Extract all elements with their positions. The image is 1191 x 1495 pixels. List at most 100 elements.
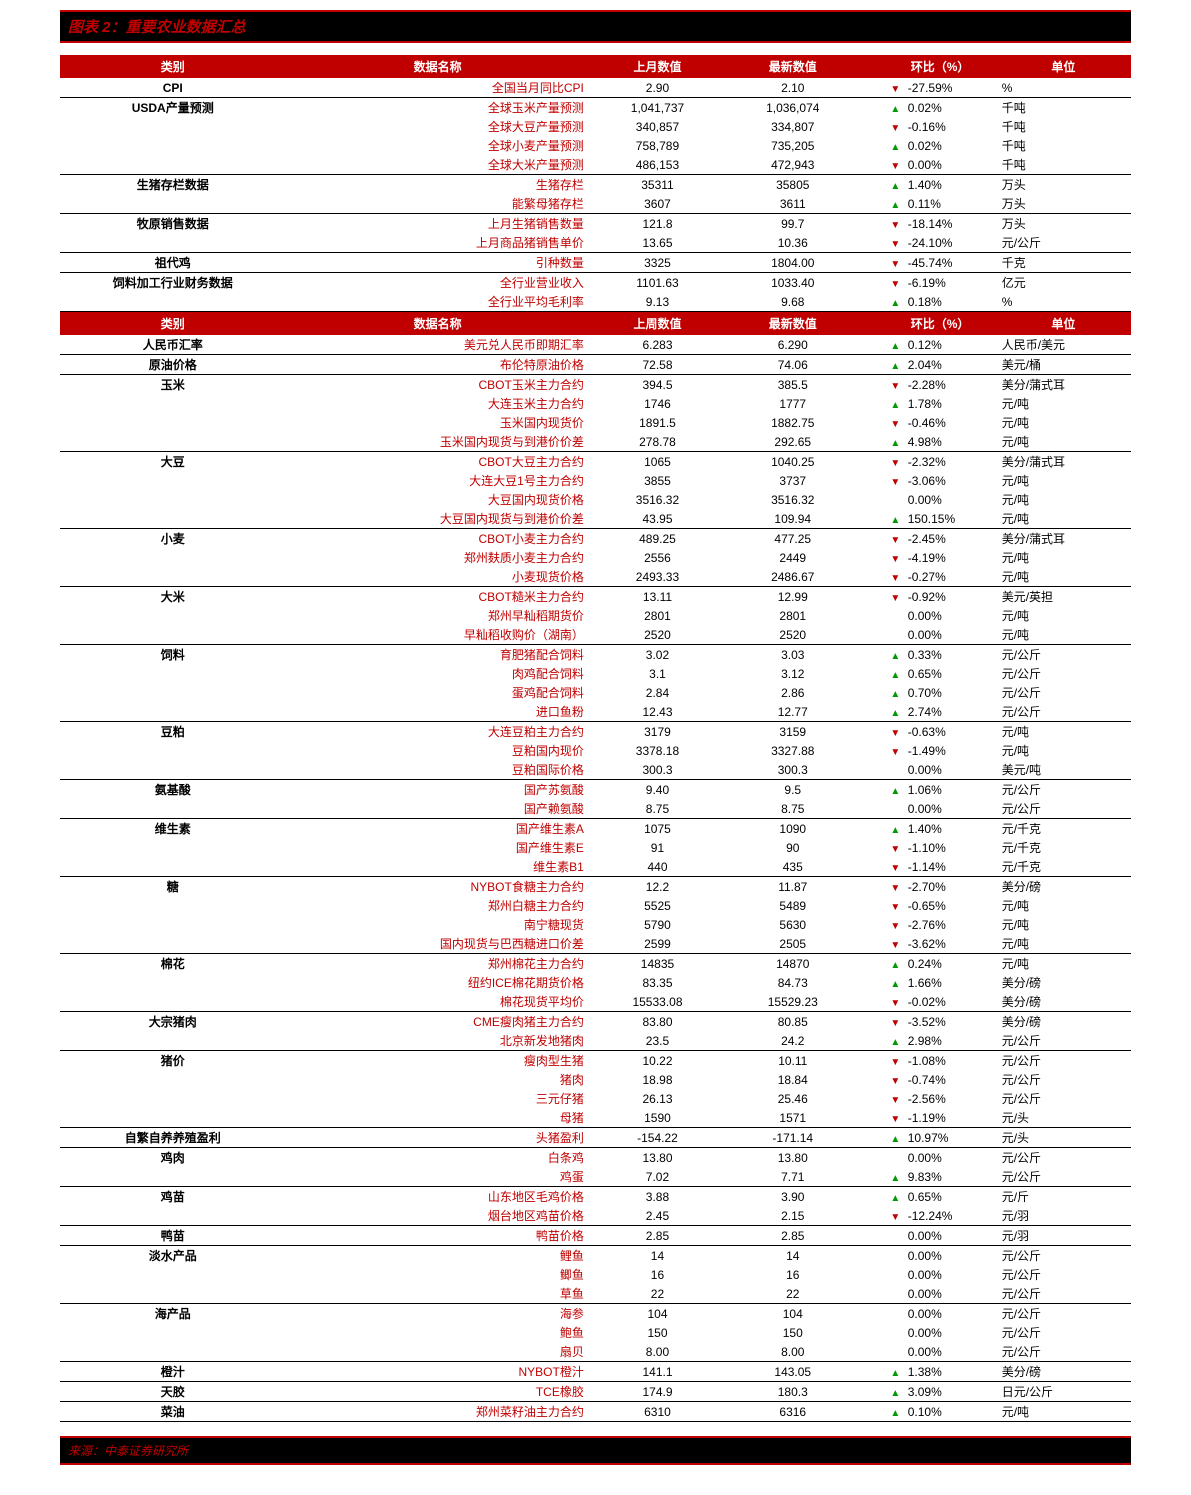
cell-new: 385.5 bbox=[725, 375, 860, 395]
cell-chg: ▲ 9.83% bbox=[860, 1167, 995, 1187]
cell-category: 人民币汇率 bbox=[60, 335, 285, 355]
table-row: 南宁糖现货57905630▼ -2.76%元/吨 bbox=[60, 915, 1131, 934]
cell-chg: 0.00% bbox=[860, 760, 995, 780]
cell-dataname: 头猪盈利 bbox=[285, 1128, 589, 1148]
table-row: 鸡肉白条鸡13.8013.80 0.00%元/公斤 bbox=[60, 1148, 1131, 1168]
cell-unit: 元/吨 bbox=[996, 509, 1131, 529]
triangle-down-icon: ▼ bbox=[890, 239, 904, 250]
table-row: 鸭苗鸭苗价格2.852.85 0.00%元/羽 bbox=[60, 1226, 1131, 1246]
cell-chg: ▲ 2.98% bbox=[860, 1031, 995, 1051]
cell-unit: 元/吨 bbox=[996, 896, 1131, 915]
cell-dataname: 鸡蛋 bbox=[285, 1167, 589, 1187]
cell-chg: ▲ 0.65% bbox=[860, 664, 995, 683]
cell-category: 祖代鸡 bbox=[60, 253, 285, 273]
cell-dataname: CBOT小麦主力合约 bbox=[285, 529, 589, 549]
cell-chg: 0.00% bbox=[860, 1323, 995, 1342]
cell-chg: ▲ 2.04% bbox=[860, 355, 995, 375]
cell-dataname: CME瘦肉猪主力合约 bbox=[285, 1012, 589, 1032]
table-row: 玉米CBOT玉米主力合约394.5385.5▼ -2.28%美分/蒲式耳 bbox=[60, 375, 1131, 395]
cell-new: 2505 bbox=[725, 934, 860, 954]
cell-category: 自繁自养养殖盈利 bbox=[60, 1128, 285, 1148]
cell-prev: 340,857 bbox=[590, 117, 725, 136]
cell-unit: 元/吨 bbox=[996, 934, 1131, 954]
cell-prev: 2801 bbox=[590, 606, 725, 625]
cell-prev: 18.98 bbox=[590, 1070, 725, 1089]
cell-prev: 104 bbox=[590, 1304, 725, 1324]
triangle-down-icon: ▼ bbox=[890, 259, 904, 270]
cell-category: 大豆 bbox=[60, 452, 285, 472]
triangle-up-icon: ▲ bbox=[890, 298, 904, 309]
cell-dataname: 三元仔猪 bbox=[285, 1089, 589, 1108]
table-row: 肉鸡配合饲料3.13.12▲ 0.65%元/公斤 bbox=[60, 664, 1131, 683]
cell-category bbox=[60, 896, 285, 915]
cell-category bbox=[60, 1089, 285, 1108]
cell-category: 牧原销售数据 bbox=[60, 214, 285, 234]
table-row: 鸡苗山东地区毛鸡价格3.883.90▲ 0.65%元/斤 bbox=[60, 1187, 1131, 1207]
cell-new: 14870 bbox=[725, 954, 860, 974]
cell-prev: 22 bbox=[590, 1284, 725, 1304]
cell-chg: 0.00% bbox=[860, 1148, 995, 1168]
cell-new: 6316 bbox=[725, 1402, 860, 1422]
cell-prev: 3607 bbox=[590, 194, 725, 214]
cell-unit: 元/千克 bbox=[996, 838, 1131, 857]
cell-category: 鸡肉 bbox=[60, 1148, 285, 1168]
cell-category: 氨基酸 bbox=[60, 780, 285, 800]
cell-category bbox=[60, 117, 285, 136]
cell-new: 84.73 bbox=[725, 973, 860, 992]
cell-new: 2.85 bbox=[725, 1226, 860, 1246]
cell-prev: 486,153 bbox=[590, 155, 725, 175]
cell-unit: 元/公斤 bbox=[996, 683, 1131, 702]
cell-chg: ▼ -1.19% bbox=[860, 1108, 995, 1128]
cell-category bbox=[60, 136, 285, 155]
cell-chg: 0.00% bbox=[860, 1246, 995, 1266]
triangle-up-icon: ▲ bbox=[890, 438, 904, 449]
cell-category bbox=[60, 471, 285, 490]
cell-chg: ▲ 2.74% bbox=[860, 702, 995, 722]
cell-chg: ▼ -24.10% bbox=[860, 233, 995, 253]
triangle-up-icon: ▲ bbox=[890, 142, 904, 153]
cell-new: 2.10 bbox=[725, 78, 860, 98]
table-row: 维生素B1440435▼ -1.14%元/千克 bbox=[60, 857, 1131, 877]
cell-unit: 元/吨 bbox=[996, 606, 1131, 625]
cell-new: 9.68 bbox=[725, 292, 860, 312]
triangle-up-icon: ▲ bbox=[890, 1388, 904, 1399]
cell-category bbox=[60, 509, 285, 529]
table-row: 天胶TCE橡胶174.9180.3▲ 3.09%日元/公斤 bbox=[60, 1382, 1131, 1402]
hdr2-unit: 单位 bbox=[996, 312, 1131, 336]
cell-unit: 千吨 bbox=[996, 155, 1131, 175]
cell-category bbox=[60, 702, 285, 722]
table-row: 菜油郑州菜籽油主力合约63106316▲ 0.10%元/吨 bbox=[60, 1402, 1131, 1422]
cell-chg: ▲ 4.98% bbox=[860, 432, 995, 452]
cell-chg: ▼ -0.74% bbox=[860, 1070, 995, 1089]
cell-chg: ▼ -2.56% bbox=[860, 1089, 995, 1108]
triangle-up-icon: ▲ bbox=[890, 181, 904, 192]
cell-new: 477.25 bbox=[725, 529, 860, 549]
triangle-down-icon: ▼ bbox=[890, 84, 904, 95]
cell-category: CPI bbox=[60, 78, 285, 98]
table-header-1: 类别 数据名称 上月数值 最新数值 环比（%） 单位 bbox=[60, 55, 1131, 78]
cell-new: 300.3 bbox=[725, 760, 860, 780]
cell-dataname: 母猪 bbox=[285, 1108, 589, 1128]
cell-new: 292.65 bbox=[725, 432, 860, 452]
cell-category bbox=[60, 664, 285, 683]
cell-prev: 3179 bbox=[590, 722, 725, 742]
triangle-down-icon: ▼ bbox=[890, 279, 904, 290]
cell-chg: 0.00% bbox=[860, 1342, 995, 1362]
table-row: 自繁自养养殖盈利头猪盈利-154.22-171.14▲ 10.97%元/头 bbox=[60, 1128, 1131, 1148]
table-row: 豆粕国内现价3378.183327.88▼ -1.49%元/吨 bbox=[60, 741, 1131, 760]
cell-unit: 元/公斤 bbox=[996, 1167, 1131, 1187]
cell-dataname: TCE橡胶 bbox=[285, 1382, 589, 1402]
cell-dataname: 玉米国内现货与到港价价差 bbox=[285, 432, 589, 452]
cell-chg: ▲ 0.11% bbox=[860, 194, 995, 214]
cell-new: 1882.75 bbox=[725, 413, 860, 432]
cell-prev: 13.80 bbox=[590, 1148, 725, 1168]
cell-prev: 2.45 bbox=[590, 1206, 725, 1226]
table-row: 生猪存栏数据生猪存栏3531135805▲ 1.40%万头 bbox=[60, 175, 1131, 195]
cell-new: 12.77 bbox=[725, 702, 860, 722]
cell-unit: 元/公斤 bbox=[996, 1031, 1131, 1051]
cell-prev: 12.43 bbox=[590, 702, 725, 722]
cell-prev: 2599 bbox=[590, 934, 725, 954]
table-row: 蛋鸡配合饲料2.842.86▲ 0.70%元/公斤 bbox=[60, 683, 1131, 702]
cell-new: 6.290 bbox=[725, 335, 860, 355]
cell-dataname: 全行业平均毛利率 bbox=[285, 292, 589, 312]
